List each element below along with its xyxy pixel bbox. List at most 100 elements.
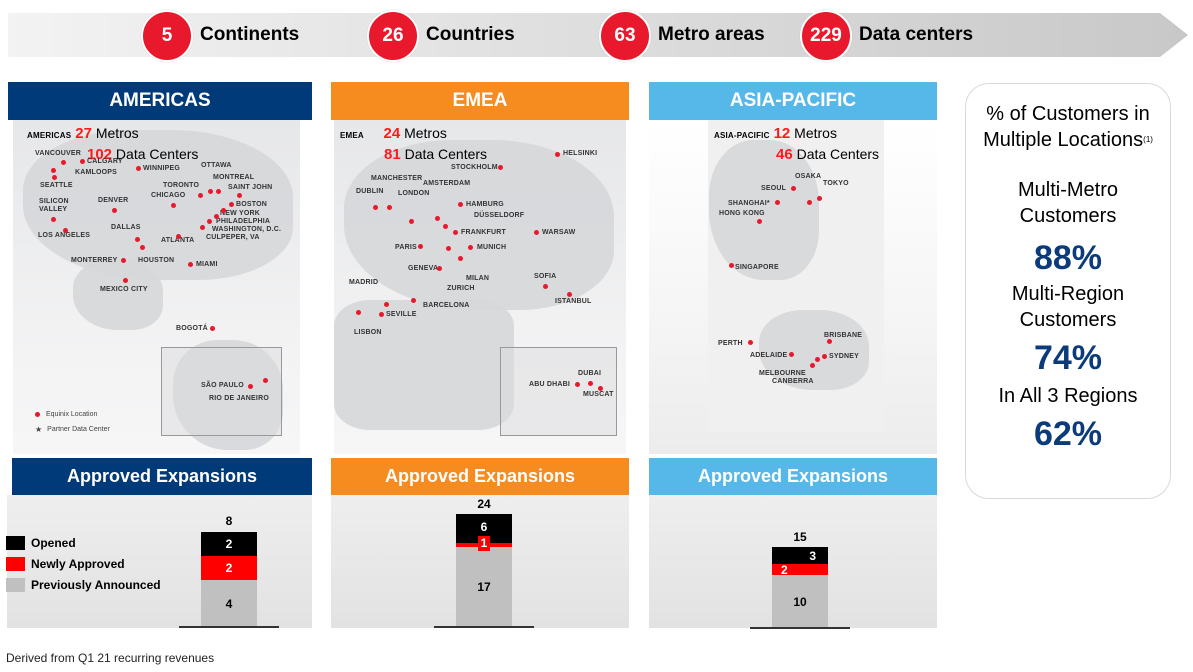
city-label: OSAKA [795,173,822,180]
americas-map: AMERICAS 27 Metros 102 Data Centers VANCO… [13,120,300,454]
city-label: DENVER [98,197,129,204]
region-header: EMEA [331,82,629,120]
city-label: STOCKHOLM [451,164,498,171]
footnote: Derived from Q1 21 recurring revenues [6,651,215,665]
legend-item-newly-approved: Newly Approved [6,553,161,574]
location-dot [216,189,221,194]
location-dot [112,208,117,213]
city-label: SYDNEY [829,353,859,360]
city-label: MADRID [349,279,379,286]
city-label: AMSTERDAM [423,180,471,187]
city-label: GENEVA [408,265,439,272]
metric-multi-metro: Multi-Metro Customers 88% [966,177,1170,281]
metric-multi-region: Multi-Region Customers 74% [966,281,1170,381]
city-label: LISBON [354,329,382,336]
region-header: AMERICAS [8,82,312,120]
stat-data-centers: 229 Data centers [800,10,973,62]
location-dot [123,278,128,283]
city-label: MONTERREY [71,257,118,264]
legend-item-previously-announced: Previously Announced [6,574,161,595]
location-dot [63,228,68,233]
city-label: TOKYO [823,180,849,187]
bar-total: 15 [793,530,807,544]
city-label: ADELAIDE [750,352,788,359]
city-label: WARSAW [542,229,576,236]
city-label: CANBERRA [772,378,814,385]
city-label: MONTREAL [213,174,255,181]
city-label: MIAMI [196,261,218,268]
city-label: ATLANTA [161,237,195,244]
city-label: BARCELONA [423,302,470,309]
americas-counts: AMERICAS 27 Metros 102 Data Centers [27,125,199,163]
axis-baseline [750,627,850,629]
city-label: LONDON [398,190,430,197]
stat-label: Continents [200,24,300,45]
city-label: BRISBANE [824,332,863,339]
legend-item-opened: Opened [6,532,161,553]
city-label: MELBOURNE [759,370,806,377]
map-legend: Equinix Location ★ Partner Data Center [35,411,110,434]
city-label: SOFIA [534,273,557,280]
south-america-inset [161,347,282,436]
customer-locations-card: % of Customers in Multiple Locations(1) … [965,83,1171,499]
city-label: SAINT JOHN [228,184,273,191]
stat-value-circle: 5 [141,10,193,62]
city-label: BOGOTÁ [176,325,208,332]
city-label: ZURICH [447,285,475,292]
location-dot [61,160,66,165]
city-label: ABU DHABI [529,381,571,388]
bar-emea: 6 1 17 [456,514,512,626]
emea-map: EMEA 24 Metros 81 Data Centers HELSINKI … [334,120,626,454]
city-label: TORONTO [163,182,200,189]
city-label: CHICAGO [151,192,186,199]
region-emea: EMEA EMEA 24 Metros 81 Data Centers HELS… [331,82,629,454]
city-label: SEOUL [761,185,787,192]
city-label: VANCOUVER [35,150,82,157]
stat-value-circle: 26 [367,10,419,62]
city-label: DALLAS [111,224,141,231]
location-dot [214,214,219,219]
axis-baseline [179,626,279,628]
location-dot [198,193,203,198]
city-label: MUSCAT [583,391,614,398]
location-dot [208,189,213,194]
metric-value: 74% [1033,339,1103,377]
metric-all-regions: In All 3 Regions 62% [966,383,1170,457]
city-label: LOS ANGELES [38,232,91,239]
city-label: BOSTON [236,201,268,208]
expansions-header: Approved Expansions [12,458,312,495]
stat-label: Metro areas [658,24,765,45]
location-dot [176,234,181,239]
middle-east-inset [500,347,617,436]
expansions-legend: Opened Newly Approved Previously Announc… [6,532,161,595]
segment-newly-approved: 2 [201,556,257,580]
city-label: DUBLIN [356,188,384,195]
bar-americas: 2 2 4 [201,532,257,627]
city-label: CALGARY [87,158,123,165]
bar-total: 8 [225,514,233,528]
location-dot [221,208,226,213]
region-asia-pacific: ASIA-PACIFIC ASIA-PACIFIC 12 Metros 46 Da… [649,82,937,454]
location-dot [51,217,56,222]
metric-value: 62% [1033,415,1103,453]
apac-map: ASIA-PACIFIC 12 Metros 46 Data Centers OS… [649,120,937,454]
location-dot [52,175,57,180]
city-label: DUBAI [578,370,602,377]
location-dot [121,258,126,263]
city-label: CULPEPER, VA [206,234,260,241]
city-label: MANCHESTER [371,175,423,182]
region-americas: AMERICAS AMERICAS 27 Metros 102 Data Cent… [8,82,312,454]
bar-asia-pacific: 3 2 10 [772,547,828,628]
location-dot [210,326,215,331]
city-label: DÜSSELDORF [474,212,525,219]
city-label: PHILADELPHIA [216,218,271,225]
location-dot [229,202,234,207]
location-dot [135,237,140,242]
city-label: PARIS [395,244,417,251]
equinix-location-dot-icon [35,412,40,417]
card-title: % of Customers in Multiple Locations(1) [983,103,1153,151]
city-label: SHANGHAI* [728,200,770,207]
location-dot [140,245,145,250]
city-label: SEVILLE [386,311,417,318]
location-dot [237,193,242,198]
